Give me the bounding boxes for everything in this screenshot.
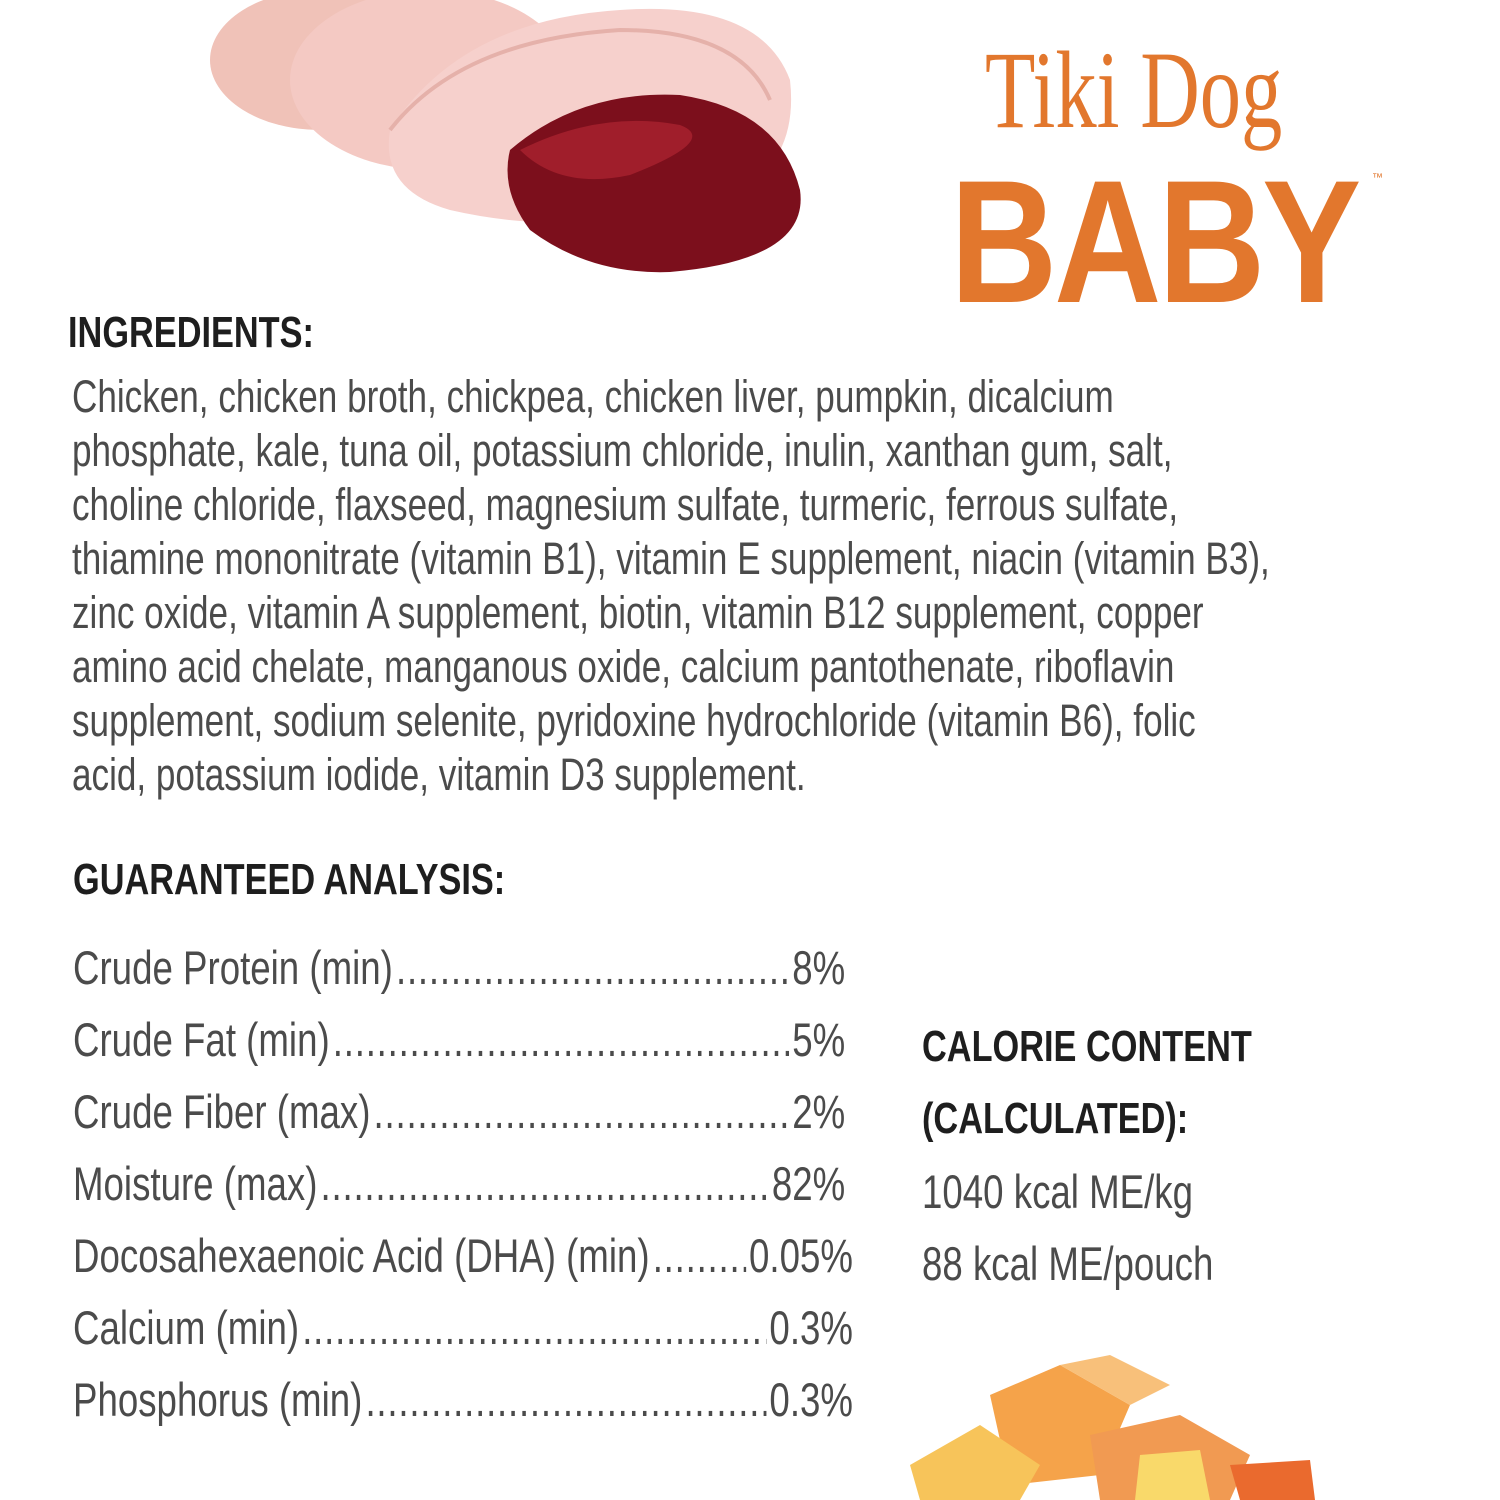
analysis-row: Moisture (max) 82%	[73, 1156, 845, 1212]
analysis-value: 2%	[792, 1085, 846, 1138]
analysis-value: 8%	[792, 941, 846, 994]
leader-dots	[302, 1300, 766, 1356]
analysis-label: Crude Fiber (max)	[73, 1085, 371, 1138]
analysis-row: Crude Protein (min) 8%	[73, 940, 845, 996]
ingredients-line: amino acid chelate, manganous oxide, cal…	[72, 641, 1175, 692]
analysis-value: 0.3%	[769, 1301, 853, 1354]
pumpkin-image	[910, 1355, 1315, 1500]
analysis-label: Moisture (max)	[73, 1157, 318, 1210]
leader-dots	[653, 1228, 746, 1284]
ingredients-list: Chicken, chicken broth, chickpea, chicke…	[72, 370, 1270, 802]
analysis-label: Docosahexaenoic Acid (DHA) (min)	[73, 1229, 650, 1282]
analysis-row: Crude Fiber (max) 2%	[73, 1084, 845, 1140]
leader-dots	[374, 1084, 790, 1140]
analysis-row: Phosphorus (min) 0.3%	[73, 1372, 853, 1428]
ingredients-line: Chicken, chicken broth, chickpea, chicke…	[72, 371, 1114, 422]
calorie-heading: CALORIE CONTENT	[922, 1022, 1252, 1071]
analysis-label: Calcium (min)	[73, 1301, 300, 1354]
ingredients-line: phosphate, kale, tuna oil, potassium chl…	[72, 425, 1173, 476]
chicken-liver-image	[210, 0, 801, 273]
analysis-label: Crude Fat (min)	[73, 1013, 330, 1066]
analysis-value: 5%	[792, 1013, 846, 1066]
leader-dots	[365, 1372, 766, 1428]
ingredients-line: acid, potassium iodide, vitamin D3 suppl…	[72, 749, 806, 800]
logo-baby: BABY	[950, 145, 1361, 340]
analysis-row: Calcium (min) 0.3%	[73, 1300, 853, 1356]
analysis-row: Crude Fat (min) 5%	[73, 1012, 845, 1068]
analysis-heading: GUARANTEED ANALYSIS:	[73, 855, 506, 904]
leader-dots	[321, 1156, 769, 1212]
leader-dots	[396, 940, 789, 996]
analysis-value: 0.05%	[749, 1229, 853, 1282]
trademark-mark: ™	[1372, 172, 1383, 184]
analysis-value: 0.3%	[769, 1373, 853, 1426]
leader-dots	[333, 1012, 789, 1068]
calorie-heading-sub: (CALCULATED):	[922, 1094, 1189, 1143]
calorie-per-kg: 1040 kcal ME/kg	[922, 1165, 1194, 1218]
ingredients-heading: INGREDIENTS:	[68, 308, 314, 357]
analysis-row: Docosahexaenoic Acid (DHA) (min) 0.05%	[73, 1228, 853, 1284]
ingredients-line: supplement, sodium selenite, pyridoxine …	[72, 695, 1196, 746]
ingredients-line: choline chloride, flaxseed, magnesium su…	[72, 479, 1179, 530]
ingredients-line: zinc oxide, vitamin A supplement, biotin…	[72, 587, 1204, 638]
analysis-label: Crude Protein (min)	[73, 941, 393, 994]
ingredients-line: thiamine mononitrate (vitamin B1), vitam…	[72, 533, 1270, 584]
logo-tiki-dog: Tiki Dog	[985, 29, 1283, 151]
calorie-per-pouch: 88 kcal ME/pouch	[922, 1237, 1214, 1290]
analysis-value: 82%	[771, 1157, 846, 1210]
analysis-label: Phosphorus (min)	[73, 1373, 363, 1426]
